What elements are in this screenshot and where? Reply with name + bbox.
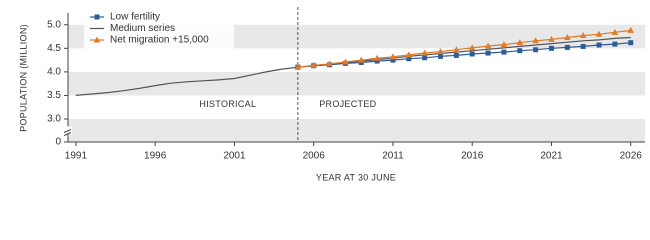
marker: [533, 47, 539, 53]
marker: [548, 35, 555, 42]
series-line: [297, 29, 631, 68]
marker: [548, 45, 554, 51]
marker: [468, 44, 476, 51]
marker: [564, 33, 571, 40]
marker: [596, 42, 602, 48]
marker: [484, 42, 492, 49]
marker: [310, 61, 318, 68]
marker: [611, 28, 619, 35]
marker: [628, 40, 634, 46]
marker: [501, 49, 507, 55]
marker: [595, 30, 603, 37]
marker: [516, 39, 524, 46]
marker: [580, 43, 586, 49]
marker: [438, 53, 444, 59]
marker: [406, 56, 412, 62]
series-line: [297, 42, 631, 68]
legend-marker: [94, 14, 100, 20]
series-line: [75, 36, 631, 96]
marker: [294, 63, 302, 70]
marker: [373, 54, 381, 61]
marker: [389, 53, 397, 60]
annotation: PROJECTED: [319, 99, 376, 109]
x-axis-label: YEAR AT 30 JUNE: [316, 172, 396, 182]
annotation: HISTORICAL: [199, 99, 256, 109]
marker: [579, 32, 587, 39]
marker: [500, 41, 508, 48]
y-tick-label: 4.0: [47, 67, 61, 78]
marker: [357, 56, 365, 63]
chart: POPULATION (MILLION) YEAR AT 30 JUNE 0 3.…: [18, 7, 645, 182]
grid-band: [68, 119, 645, 142]
grid-band: [68, 71, 645, 96]
marker: [564, 44, 570, 50]
y-tick-label: 3.0: [47, 114, 61, 125]
x-tick-label: 2026: [620, 151, 643, 162]
marker: [453, 46, 460, 53]
marker: [485, 50, 491, 56]
x-tick-label: 2021: [540, 151, 563, 162]
x-tick-label: 2011: [382, 151, 404, 162]
marker: [437, 48, 444, 55]
marker: [374, 58, 380, 64]
marker: [390, 57, 396, 63]
marker: [627, 26, 635, 33]
marker: [453, 52, 459, 58]
y-tick-label: 3.5: [47, 90, 61, 101]
axis-break: [63, 129, 72, 136]
y-axis-label: POPULATION (MILLION): [18, 24, 28, 132]
marker: [326, 60, 333, 67]
legend-label: Medium series: [110, 23, 175, 34]
x-tick-label: 1991: [65, 151, 88, 162]
y-tick-label: 5.0: [47, 19, 61, 30]
marker: [342, 58, 349, 65]
marker: [532, 37, 539, 44]
x-tick-label: 2016: [461, 151, 484, 162]
x-tick-label: 1996: [144, 151, 167, 162]
marker: [469, 51, 475, 57]
legend-box: [84, 10, 234, 52]
y-tick-label: 0: [55, 137, 61, 148]
legend-marker: [93, 36, 101, 43]
legend-label: Net migration +15,000: [110, 35, 209, 46]
marker: [517, 48, 523, 54]
x-tick-label: 2001: [223, 151, 246, 162]
y-tick-label: 4.5: [47, 43, 61, 54]
marker: [612, 41, 618, 47]
marker: [421, 49, 428, 56]
marker: [405, 51, 413, 58]
marker: [422, 55, 428, 61]
x-tick-label: 2006: [303, 151, 326, 162]
legend-label: Low fertility: [110, 12, 160, 23]
